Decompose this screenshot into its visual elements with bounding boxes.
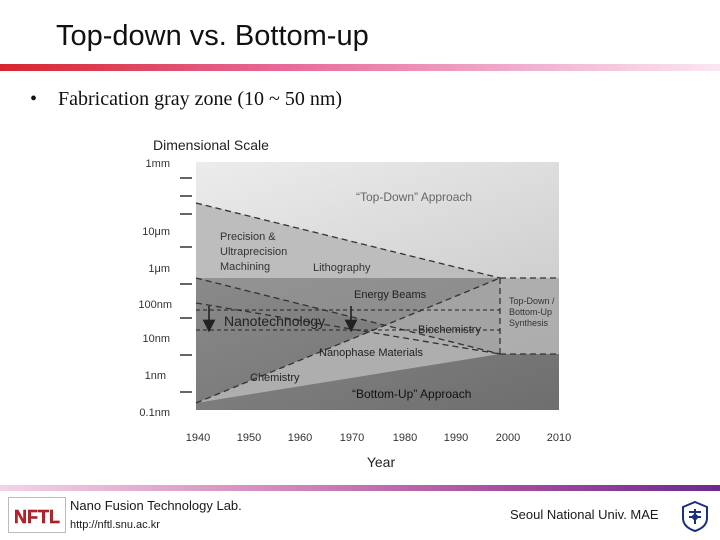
bottom-up-label: “Bottom-Up” Approach xyxy=(352,387,471,401)
lab-name: Nano Fusion Technology Lab. xyxy=(70,498,242,513)
synthesis-label: Top-Down / xyxy=(509,296,555,306)
precision-label: Precision & xyxy=(220,231,276,243)
x-tick-label: 1940 xyxy=(186,432,210,444)
y-tick-label: 1μm xyxy=(148,263,170,275)
lithography-label: Lithography xyxy=(313,262,371,274)
nanotechnology-label: Nanotechnology xyxy=(224,313,325,329)
x-tick-label: 1950 xyxy=(237,432,261,444)
x-tick-label: 2010 xyxy=(547,432,571,444)
x-tick-label: 1970 xyxy=(340,432,364,444)
title-underline xyxy=(0,64,720,71)
y-tick-label: 1nm xyxy=(145,370,166,382)
y-tick-label: 0.1nm xyxy=(139,407,170,419)
precision-label: Machining xyxy=(220,261,270,273)
biochemistry-label: Biochemistry xyxy=(418,324,481,336)
top-down-region-shade xyxy=(196,162,559,278)
nanophase-label: Nanophase Materials xyxy=(319,347,423,359)
chemistry-label: Chemistry xyxy=(250,372,300,384)
bullet-point: • Fabrication gray zone (10 ~ 50 nm) xyxy=(30,88,342,111)
y-tick-label: 100nm xyxy=(138,299,172,311)
y-tick-label: 1mm xyxy=(146,158,170,170)
university-name: Seoul National Univ. MAE xyxy=(510,507,659,522)
university-emblem xyxy=(682,500,708,532)
lab-logo: NFTL xyxy=(8,497,66,533)
x-tick-label: 1960 xyxy=(288,432,312,444)
top-down-label: “Top-Down” Approach xyxy=(356,190,472,204)
synthesis-label: Bottom-Up xyxy=(509,307,552,317)
x-axis-title: Year xyxy=(367,454,396,470)
precision-label: Ultraprecision xyxy=(220,246,287,258)
lab-logo-text: NFTL xyxy=(14,507,60,527)
gray-zone-upper xyxy=(196,203,500,354)
x-tick-label: 2000 xyxy=(496,432,520,444)
x-tick-label: 1980 xyxy=(393,432,417,444)
y-axis xyxy=(180,177,192,393)
synthesis-label: Synthesis xyxy=(509,318,549,328)
bullet-text: Fabrication gray zone (10 ~ 50 nm) xyxy=(58,88,343,110)
x-tick-label: 1990 xyxy=(444,432,468,444)
bullet-dot: • xyxy=(30,88,38,110)
slide-title: Top-down vs. Bottom-up xyxy=(56,20,369,52)
y-tick-label: 10nm xyxy=(142,333,170,345)
footer-rule xyxy=(0,485,720,491)
scale-title: Dimensional Scale xyxy=(153,137,269,153)
energy-beams-label: Energy Beams xyxy=(354,289,427,301)
lab-url[interactable]: http://nftl.snu.ac.kr xyxy=(70,519,160,531)
y-tick-label: 10μm xyxy=(142,226,170,238)
